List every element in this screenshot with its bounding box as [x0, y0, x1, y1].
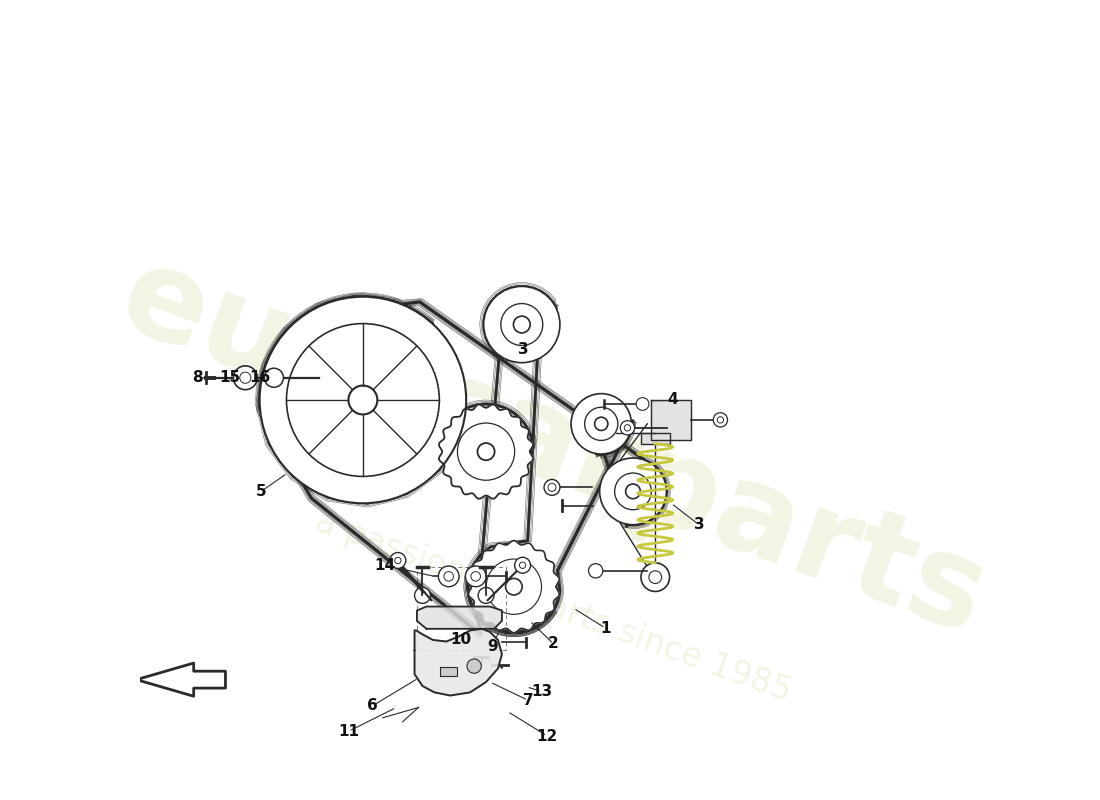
Text: 3: 3 — [518, 342, 529, 358]
Polygon shape — [439, 405, 534, 498]
Circle shape — [620, 421, 635, 435]
Circle shape — [595, 417, 608, 430]
Circle shape — [588, 564, 603, 578]
Text: eurocarparts: eurocarparts — [104, 235, 1002, 660]
Polygon shape — [136, 663, 226, 696]
Circle shape — [233, 366, 257, 390]
Circle shape — [478, 587, 494, 603]
Text: a passion for parts since 1985: a passion for parts since 1985 — [311, 505, 796, 708]
Text: 6: 6 — [367, 698, 377, 714]
Text: 12: 12 — [537, 729, 558, 743]
Polygon shape — [417, 606, 502, 629]
Text: 2: 2 — [548, 636, 559, 651]
Circle shape — [260, 297, 466, 503]
Text: 7: 7 — [522, 693, 534, 708]
Circle shape — [600, 458, 667, 525]
Circle shape — [515, 558, 530, 573]
Circle shape — [264, 368, 284, 387]
Circle shape — [506, 578, 522, 595]
Polygon shape — [415, 629, 502, 695]
Circle shape — [389, 553, 406, 569]
Text: 5: 5 — [256, 484, 266, 499]
Circle shape — [349, 386, 377, 414]
Polygon shape — [651, 400, 691, 440]
Text: 15: 15 — [219, 370, 240, 386]
Circle shape — [636, 398, 649, 410]
Polygon shape — [469, 541, 559, 633]
Circle shape — [514, 316, 530, 333]
Bar — [641, 434, 670, 444]
Circle shape — [571, 394, 631, 454]
Circle shape — [415, 587, 430, 603]
Text: 9: 9 — [487, 638, 497, 654]
Circle shape — [468, 659, 482, 674]
Circle shape — [465, 566, 486, 586]
Text: 4: 4 — [668, 393, 678, 407]
Circle shape — [484, 286, 560, 362]
Text: 8: 8 — [192, 370, 204, 386]
Circle shape — [626, 484, 640, 498]
Circle shape — [641, 563, 670, 591]
Text: 13: 13 — [531, 684, 552, 699]
Text: 10: 10 — [450, 633, 471, 647]
Text: 3: 3 — [694, 518, 704, 532]
Circle shape — [713, 413, 727, 427]
Circle shape — [477, 443, 495, 460]
Text: 16: 16 — [249, 370, 271, 386]
Text: 1: 1 — [600, 621, 610, 635]
Circle shape — [544, 479, 560, 495]
Circle shape — [439, 566, 459, 586]
Text: 11: 11 — [338, 724, 359, 738]
Text: 14: 14 — [375, 558, 396, 573]
Bar — [440, 667, 458, 677]
